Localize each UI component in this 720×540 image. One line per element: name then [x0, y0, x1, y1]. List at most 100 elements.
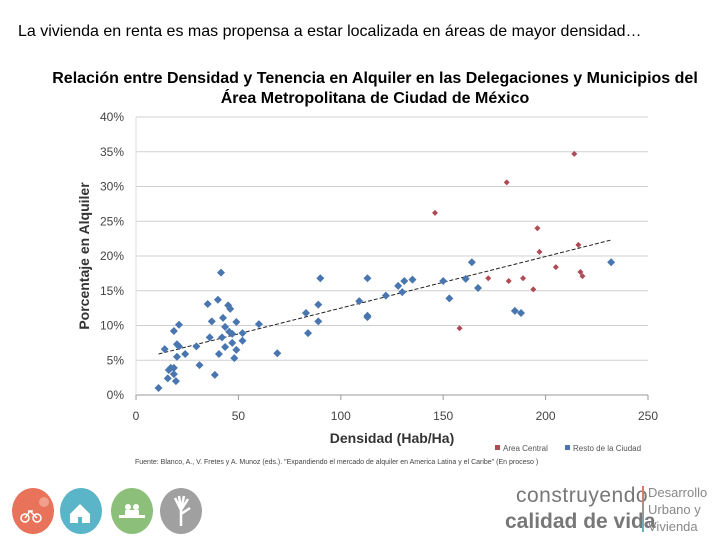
brand-line2: calidad de vida: [505, 510, 656, 533]
legend-swatch: [565, 445, 570, 450]
data-point: [316, 274, 325, 283]
legend-label: Area Central: [503, 444, 548, 453]
data-point: [203, 299, 212, 308]
y-tick-label: 30%: [100, 180, 124, 194]
data-point: [163, 374, 172, 383]
data-point: [456, 325, 463, 332]
slide-heading: La vivienda en renta es mas propensa a e…: [18, 23, 642, 40]
data-point: [474, 283, 483, 292]
data-point: [400, 277, 409, 286]
data-point: [254, 320, 263, 329]
data-point: [577, 268, 584, 275]
data-point: [160, 345, 169, 354]
x-tick-label: 100: [331, 409, 351, 423]
data-point: [314, 300, 323, 309]
data-point: [575, 241, 582, 248]
data-point: [503, 179, 510, 186]
data-point: [273, 349, 282, 358]
data-point: [218, 333, 227, 342]
data-point: [530, 286, 537, 293]
data-point: [169, 327, 178, 336]
legend-swatch: [495, 445, 500, 450]
data-point: [230, 354, 239, 363]
data-point: [552, 264, 559, 271]
data-point: [205, 333, 214, 342]
data-point: [175, 342, 184, 351]
data-point: [398, 288, 407, 297]
y-tick-label: 40%: [100, 110, 124, 124]
data-point: [175, 320, 184, 329]
data-point: [439, 277, 448, 286]
data-point: [181, 349, 190, 358]
x-tick-label: 150: [433, 409, 453, 423]
data-point: [571, 150, 578, 157]
data-point: [445, 294, 454, 303]
data-point: [172, 352, 181, 361]
data-point: [534, 225, 541, 232]
community-icon: [111, 488, 153, 534]
data-point: [195, 361, 204, 370]
y-tick-label: 35%: [100, 145, 124, 159]
data-point: [304, 329, 313, 338]
y-tick-label: 5%: [107, 353, 125, 367]
data-point: [171, 377, 180, 386]
data-point: [219, 313, 228, 322]
data-point: [467, 258, 476, 267]
data-point: [510, 306, 519, 315]
data-point: [520, 275, 527, 282]
bicycle-icon: [12, 488, 54, 534]
data-point: [408, 275, 417, 284]
brand-line1: construyendo: [516, 484, 649, 507]
data-point: [192, 342, 201, 351]
data-point: [505, 278, 512, 285]
data-point: [221, 343, 230, 352]
data-point: [232, 345, 241, 354]
data-point: [485, 275, 492, 282]
data-point: [238, 336, 247, 345]
data-point: [207, 317, 216, 326]
data-point: [394, 281, 403, 290]
x-tick-label: 200: [536, 409, 556, 423]
y-tick-label: 10%: [100, 319, 124, 333]
data-point: [363, 313, 372, 322]
data-point: [314, 317, 323, 326]
house-icon: [60, 488, 102, 534]
data-point: [381, 291, 390, 300]
chart-title: Relación entre Densidad y Tenencia en Al…: [52, 70, 698, 107]
data-point: [461, 274, 470, 283]
data-point: [607, 258, 616, 267]
data-point: [363, 274, 372, 283]
data-point: [238, 329, 247, 338]
x-tick-label: 0: [133, 409, 140, 423]
data-point: [221, 322, 230, 331]
y-tick-label: 20%: [100, 249, 124, 263]
data-point: [228, 329, 237, 338]
x-tick-label: 250: [638, 409, 658, 423]
data-point: [214, 349, 223, 358]
data-point: [216, 268, 225, 277]
legend: Area Central Resto de la Ciudad: [495, 444, 641, 453]
data-point: [226, 304, 235, 313]
data-point: [169, 370, 178, 379]
data-point: [355, 297, 364, 306]
data-point: [164, 365, 173, 374]
raised-hands-icon: [160, 488, 202, 534]
brand-department: Desarrollo Urbano y Vivienda: [648, 485, 708, 534]
y-axis-label: Porcentaje en Alquiler: [76, 182, 92, 330]
data-point: [579, 273, 586, 280]
data-point: [432, 209, 439, 216]
y-tick-label: 15%: [100, 284, 124, 298]
data-point: [154, 384, 163, 393]
data-point: [517, 308, 526, 317]
data-point: [210, 370, 219, 379]
y-tick-label: 25%: [100, 214, 124, 228]
data-point: [228, 338, 237, 347]
source-note: Fuente: Blanco, A., V. Fretes y A. Munoz…: [135, 459, 539, 466]
x-axis-label: Densidad (Hab/Ha): [330, 430, 454, 446]
data-point: [301, 308, 310, 317]
legend-label: Resto de la Ciudad: [573, 444, 641, 453]
data-point: [213, 295, 222, 304]
brand-divider: [642, 486, 644, 532]
x-tick-label: 50: [232, 409, 246, 423]
